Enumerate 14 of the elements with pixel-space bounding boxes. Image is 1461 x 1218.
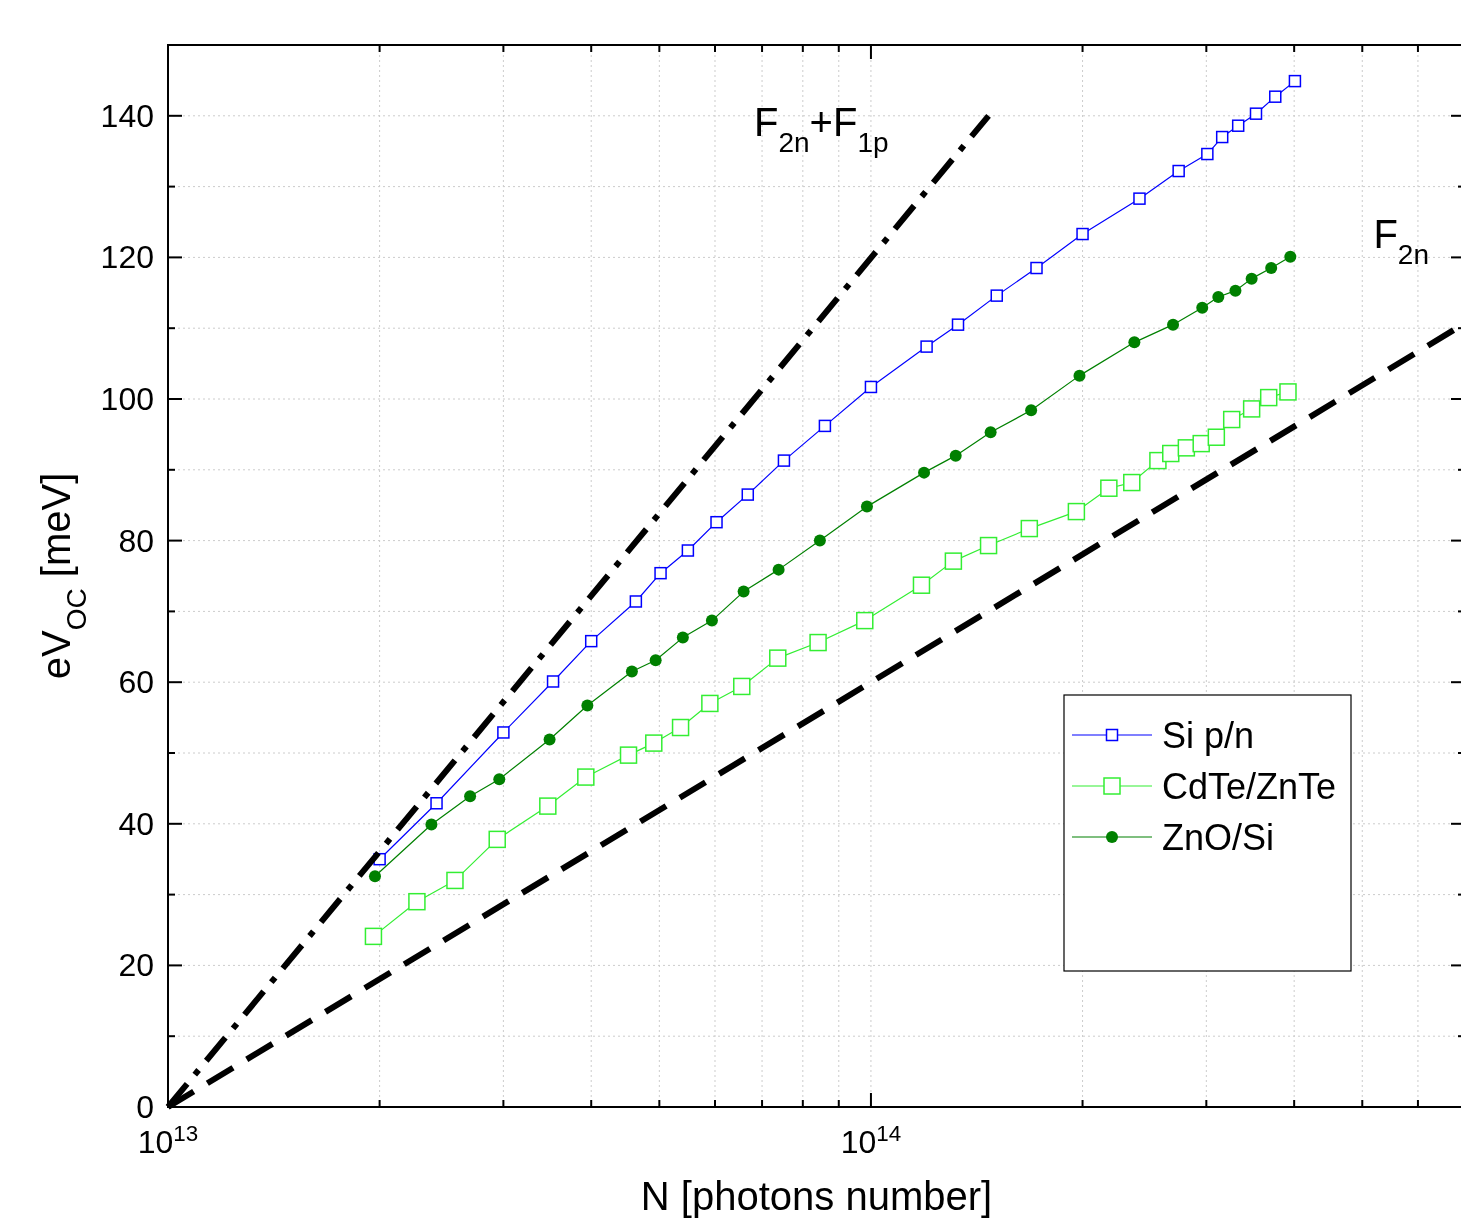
- y-tick-label: 60: [118, 664, 154, 701]
- legend-label: CdTe/ZnTe: [1162, 766, 1337, 807]
- legend-label: Si p/n: [1162, 715, 1255, 756]
- legend-label: ZnO/Si: [1162, 817, 1275, 858]
- series-label: F$_{2n}$: [1373, 212, 1429, 270]
- y-tick-label: 120: [100, 239, 154, 276]
- series-label: F$_{2n}$+F$_{1p}$: [754, 99, 889, 158]
- y-tick-label: 80: [118, 522, 154, 559]
- x-axis-title: N [photons number]: [640, 1174, 993, 1218]
- y-tick-label: 20: [118, 947, 154, 984]
- y-tick-label: 100: [100, 381, 154, 417]
- y-tick-label: 140: [100, 97, 154, 134]
- y-tick-label: 40: [118, 805, 154, 842]
- x-tick-label: 10$^{14}$: [840, 1120, 902, 1160]
